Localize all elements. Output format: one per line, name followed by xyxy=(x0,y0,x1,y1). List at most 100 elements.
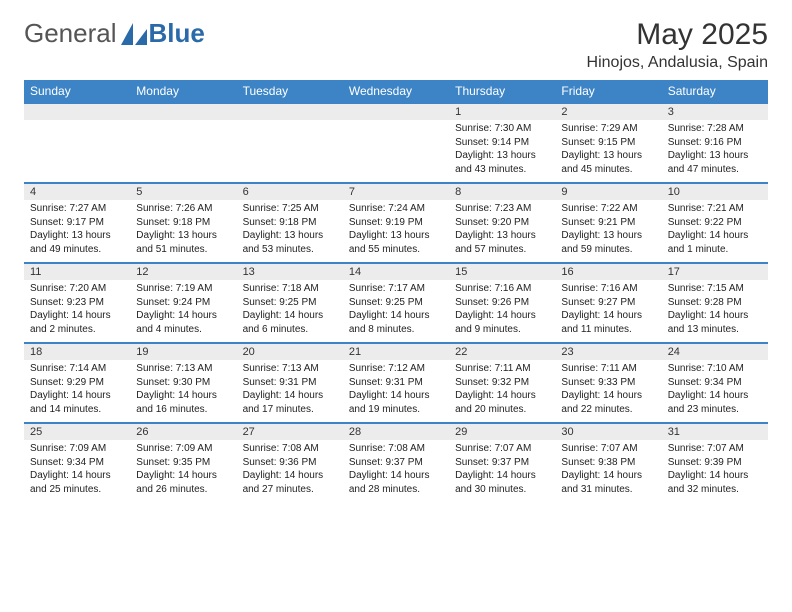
day-number: 4 xyxy=(24,183,130,200)
day-cell xyxy=(24,120,130,183)
sunrise-line: Sunrise: 7:16 AM xyxy=(561,282,655,296)
day-cell: Sunrise: 7:07 AMSunset: 9:37 PMDaylight:… xyxy=(449,440,555,502)
day-number: 28 xyxy=(343,423,449,440)
day-number xyxy=(130,103,236,120)
sunrise-line: Sunrise: 7:07 AM xyxy=(668,442,762,456)
day-cell: Sunrise: 7:30 AMSunset: 9:14 PMDaylight:… xyxy=(449,120,555,183)
day-cell: Sunrise: 7:14 AMSunset: 9:29 PMDaylight:… xyxy=(24,360,130,423)
sunrise-line: Sunrise: 7:10 AM xyxy=(668,362,762,376)
sunset-line: Sunset: 9:21 PM xyxy=(561,216,655,230)
day-number: 7 xyxy=(343,183,449,200)
day-cell: Sunrise: 7:07 AMSunset: 9:38 PMDaylight:… xyxy=(555,440,661,502)
weekday-header: Wednesday xyxy=(343,80,449,103)
sunset-line: Sunset: 9:37 PM xyxy=(349,456,443,470)
sunset-line: Sunset: 9:18 PM xyxy=(136,216,230,230)
header: General Blue May 2025 Hinojos, Andalusia… xyxy=(24,18,768,72)
sunrise-line: Sunrise: 7:15 AM xyxy=(668,282,762,296)
logo-sail-icon xyxy=(121,23,147,45)
day-number: 14 xyxy=(343,263,449,280)
day-cell xyxy=(343,120,449,183)
day-number: 25 xyxy=(24,423,130,440)
day-number: 8 xyxy=(449,183,555,200)
day-cell: Sunrise: 7:25 AMSunset: 9:18 PMDaylight:… xyxy=(237,200,343,263)
day-number: 26 xyxy=(130,423,236,440)
daylight-line: Daylight: 14 hours and 6 minutes. xyxy=(243,309,337,336)
day-number: 20 xyxy=(237,343,343,360)
daylight-line: Daylight: 13 hours and 51 minutes. xyxy=(136,229,230,256)
daylight-line: Daylight: 14 hours and 16 minutes. xyxy=(136,389,230,416)
sunrise-line: Sunrise: 7:30 AM xyxy=(455,122,549,136)
daylight-line: Daylight: 14 hours and 1 minute. xyxy=(668,229,762,256)
page-title: May 2025 xyxy=(587,18,768,52)
day-cell: Sunrise: 7:16 AMSunset: 9:26 PMDaylight:… xyxy=(449,280,555,343)
daynum-row: 18192021222324 xyxy=(24,343,768,360)
week-row: Sunrise: 7:20 AMSunset: 9:23 PMDaylight:… xyxy=(24,280,768,343)
day-number: 29 xyxy=(449,423,555,440)
day-cell: Sunrise: 7:07 AMSunset: 9:39 PMDaylight:… xyxy=(662,440,768,502)
sunrise-line: Sunrise: 7:13 AM xyxy=(243,362,337,376)
daylight-line: Daylight: 14 hours and 31 minutes. xyxy=(561,469,655,496)
day-number: 24 xyxy=(662,343,768,360)
day-cell: Sunrise: 7:19 AMSunset: 9:24 PMDaylight:… xyxy=(130,280,236,343)
daylight-line: Daylight: 13 hours and 49 minutes. xyxy=(30,229,124,256)
daylight-line: Daylight: 14 hours and 23 minutes. xyxy=(668,389,762,416)
daylight-line: Daylight: 14 hours and 17 minutes. xyxy=(243,389,337,416)
day-number: 2 xyxy=(555,103,661,120)
sunrise-line: Sunrise: 7:29 AM xyxy=(561,122,655,136)
sunrise-line: Sunrise: 7:26 AM xyxy=(136,202,230,216)
day-cell: Sunrise: 7:09 AMSunset: 9:35 PMDaylight:… xyxy=(130,440,236,502)
day-cell: Sunrise: 7:09 AMSunset: 9:34 PMDaylight:… xyxy=(24,440,130,502)
sunrise-line: Sunrise: 7:25 AM xyxy=(243,202,337,216)
sunset-line: Sunset: 9:30 PM xyxy=(136,376,230,390)
day-number: 10 xyxy=(662,183,768,200)
daylight-line: Daylight: 14 hours and 14 minutes. xyxy=(30,389,124,416)
daynum-row: 11121314151617 xyxy=(24,263,768,280)
sunrise-line: Sunrise: 7:09 AM xyxy=(136,442,230,456)
day-cell: Sunrise: 7:20 AMSunset: 9:23 PMDaylight:… xyxy=(24,280,130,343)
sunrise-line: Sunrise: 7:17 AM xyxy=(349,282,443,296)
daylight-line: Daylight: 14 hours and 32 minutes. xyxy=(668,469,762,496)
sunrise-line: Sunrise: 7:11 AM xyxy=(561,362,655,376)
weekday-header: Monday xyxy=(130,80,236,103)
sunset-line: Sunset: 9:15 PM xyxy=(561,136,655,150)
sunrise-line: Sunrise: 7:11 AM xyxy=(455,362,549,376)
sunset-line: Sunset: 9:34 PM xyxy=(668,376,762,390)
day-number: 21 xyxy=(343,343,449,360)
sunrise-line: Sunrise: 7:20 AM xyxy=(30,282,124,296)
day-number: 22 xyxy=(449,343,555,360)
daylight-line: Daylight: 14 hours and 11 minutes. xyxy=(561,309,655,336)
day-number: 17 xyxy=(662,263,768,280)
sunrise-line: Sunrise: 7:07 AM xyxy=(455,442,549,456)
sunrise-line: Sunrise: 7:22 AM xyxy=(561,202,655,216)
day-number xyxy=(343,103,449,120)
sunset-line: Sunset: 9:36 PM xyxy=(243,456,337,470)
week-row: Sunrise: 7:30 AMSunset: 9:14 PMDaylight:… xyxy=(24,120,768,183)
day-cell xyxy=(130,120,236,183)
day-number xyxy=(24,103,130,120)
sunrise-line: Sunrise: 7:19 AM xyxy=(136,282,230,296)
sunrise-line: Sunrise: 7:08 AM xyxy=(349,442,443,456)
daylight-line: Daylight: 14 hours and 30 minutes. xyxy=(455,469,549,496)
sunrise-line: Sunrise: 7:08 AM xyxy=(243,442,337,456)
daynum-row: 45678910 xyxy=(24,183,768,200)
day-cell: Sunrise: 7:22 AMSunset: 9:21 PMDaylight:… xyxy=(555,200,661,263)
sunset-line: Sunset: 9:18 PM xyxy=(243,216,337,230)
daylight-line: Daylight: 14 hours and 13 minutes. xyxy=(668,309,762,336)
sunset-line: Sunset: 9:26 PM xyxy=(455,296,549,310)
sunset-line: Sunset: 9:14 PM xyxy=(455,136,549,150)
day-number: 23 xyxy=(555,343,661,360)
daylight-line: Daylight: 14 hours and 26 minutes. xyxy=(136,469,230,496)
daylight-line: Daylight: 14 hours and 20 minutes. xyxy=(455,389,549,416)
sunset-line: Sunset: 9:17 PM xyxy=(30,216,124,230)
calendar-table: SundayMondayTuesdayWednesdayThursdayFrid… xyxy=(24,80,768,502)
sunrise-line: Sunrise: 7:14 AM xyxy=(30,362,124,376)
day-number: 9 xyxy=(555,183,661,200)
day-cell: Sunrise: 7:11 AMSunset: 9:33 PMDaylight:… xyxy=(555,360,661,423)
sunset-line: Sunset: 9:20 PM xyxy=(455,216,549,230)
weekday-header: Thursday xyxy=(449,80,555,103)
weekday-header: Friday xyxy=(555,80,661,103)
day-cell: Sunrise: 7:28 AMSunset: 9:16 PMDaylight:… xyxy=(662,120,768,183)
page-subtitle: Hinojos, Andalusia, Spain xyxy=(587,54,768,72)
day-cell: Sunrise: 7:18 AMSunset: 9:25 PMDaylight:… xyxy=(237,280,343,343)
daynum-row: 123 xyxy=(24,103,768,120)
